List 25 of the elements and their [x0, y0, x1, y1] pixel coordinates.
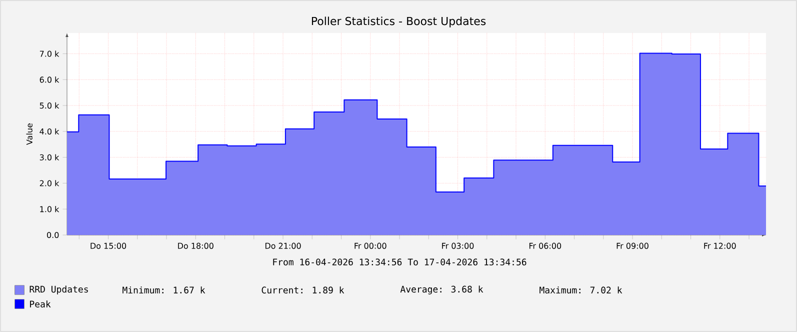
- y-tick-label: 3.0 k: [40, 154, 60, 160]
- x-tick-label: Fr 12:00: [704, 242, 736, 249]
- x-tick-label: Do 21:00: [265, 242, 301, 249]
- y-axis-title: Value: [26, 123, 32, 145]
- chart-title: Poller Statistics - Boost Updates: [312, 16, 486, 28]
- text: From 16-04-2026 13:34:56 To 17-04-2026 13:34:56: [273, 258, 526, 266]
- text: Average: 3.68 k: [400, 286, 484, 294]
- x-tick-label: Do 18:00: [178, 242, 214, 249]
- text: Maximum: 7.02 k: [540, 286, 622, 294]
- y-tick-label: 2.0 k: [40, 180, 60, 186]
- text: Minimum: 1.67 k: [122, 286, 206, 294]
- x-tick-label: Fr 03:00: [442, 242, 474, 249]
- y-tick-label: 0.0: [47, 232, 59, 238]
- legend-label: Peak: [30, 300, 51, 308]
- y-tick-label: 1.0 k: [40, 206, 60, 212]
- x-tick-label: Fr 00:00: [354, 242, 386, 249]
- legend-label: RRD Updates: [30, 286, 88, 294]
- x-tick-label: Fr 09:00: [616, 242, 648, 249]
- y-tick-label: 7.0 k: [40, 50, 60, 57]
- x-tick-label: Fr 06:00: [529, 242, 562, 249]
- y-tick-label: 4.0 k: [40, 128, 60, 134]
- text: Current: 1.89 k: [262, 286, 344, 294]
- y-tick-label: 6.0 k: [40, 76, 60, 83]
- y-tick-label: 5.0 k: [40, 102, 60, 109]
- x-tick-label: Do 15:00: [90, 242, 126, 249]
